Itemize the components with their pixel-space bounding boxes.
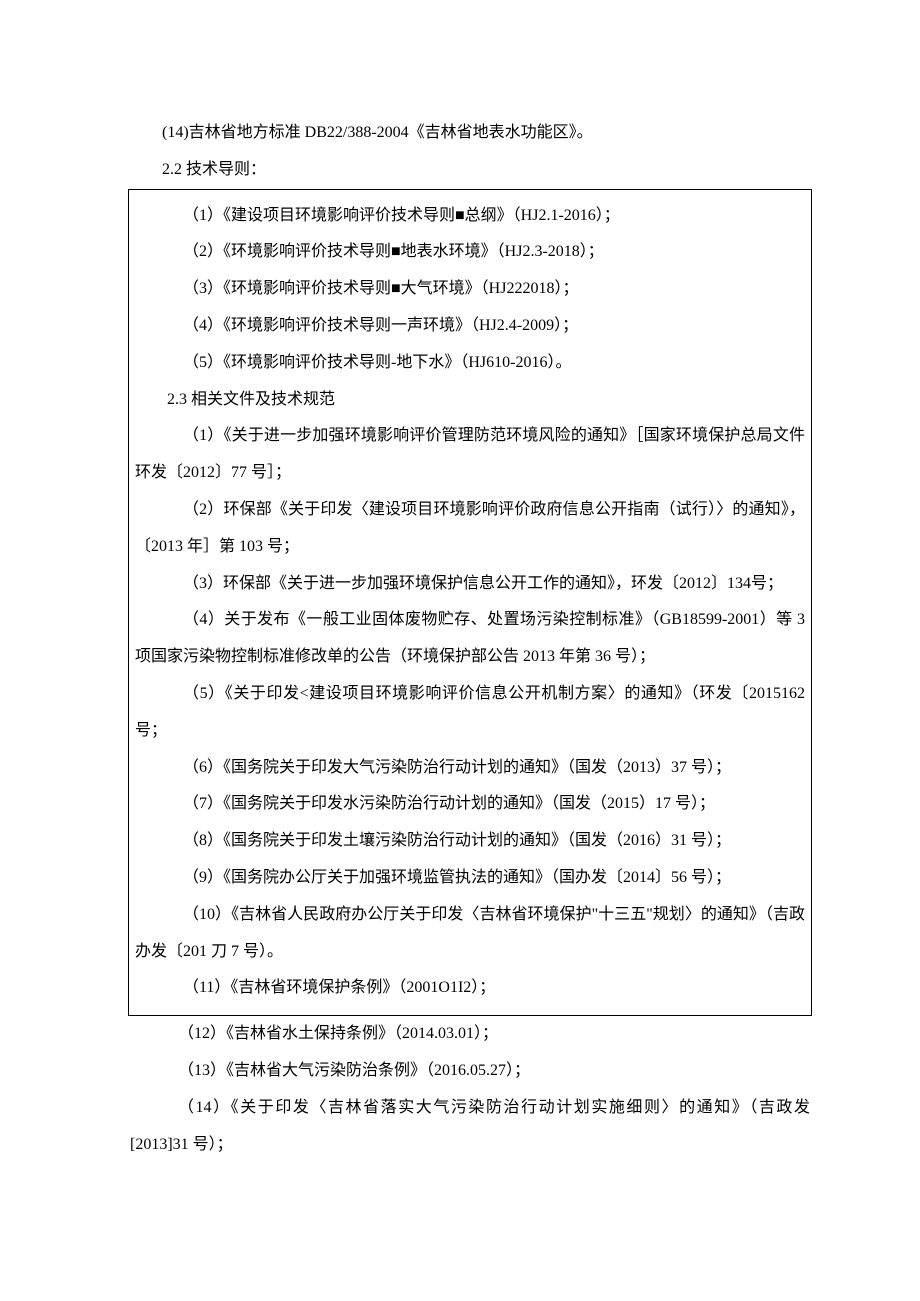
s22-item-2: （2）《环境影响评价技术导则■地表水环境》（HJ2.3-2018）； (129, 234, 811, 271)
s23-item-8: （8）《国务院关于印发土壤污染防治行动计划的通知》（国发（2016）31 号）； (129, 823, 811, 860)
s22-item-4: （4）《环境影响评价技术导则一声环境》（HJ2.4-2009）； (129, 308, 811, 345)
s23-item-9: （9）《国务院办公厅关于加强环境监管执法的通知》（国办发〔2014〕56 号）； (129, 860, 811, 897)
s22-item-1: （1）《建设项目环境影响评价技术导则■总纲》（HJ2.1-2016）； (129, 198, 811, 235)
section-2-3-title: 2.3 相关文件及技术规范 (129, 382, 811, 419)
s23-item-2: （2）环保部《关于印发〈建设项目环境影响评价政府信息公开指南（试行）〉的通知》，… (129, 492, 811, 566)
s23-item-11: （11）《吉林省环境保护条例》（2001O1I2）； (129, 970, 811, 1007)
s23-item-13: （13）《吉林省大气污染防治条例》（2016.05.27）； (130, 1053, 810, 1090)
s23-item-10: （10）《吉林省人民政府办公厅关于印发〈吉林省环境保护"十三五"规划〉的通知》（… (129, 897, 811, 971)
s23-item-14: （14）《关于印发〈吉林省落实大气污染防治行动计划实施细则〉的通知》（吉政发[2… (130, 1090, 810, 1164)
s23-item-5: （5）《关于印发<建设项目环境影响评价信息公开机制方案〉的通知》（环发〔2015… (129, 676, 811, 750)
s22-item-3: （3）《环境影响评价技术导则■大气环境》（HJ222018）； (129, 271, 811, 308)
s23-item-6: （6）《国务院关于印发大气污染防治行动计划的通知》（国发（2013）37 号）； (129, 750, 811, 787)
bordered-content-block: （1）《建设项目环境影响评价技术导则■总纲》（HJ2.1-2016）； （2）《… (128, 189, 812, 1017)
s23-item-3: （3）环保部《关于进一步加强环境保护信息公开工作的通知》，环发〔2012〕134… (129, 566, 811, 603)
s22-item-5: （5）《环境影响评价技术导则-地下水》（HJ610-2016）。 (129, 345, 811, 382)
s23-item-1: （1）《关于进一步加强环境影响评价管理防范环境风险的通知》［国家环境保护总局文件… (129, 418, 811, 492)
s23-item-12: （12）《吉林省水土保持条例》（2014.03.01）； (130, 1016, 810, 1053)
section-2-2-title: 2.2 技术导则： (130, 152, 810, 189)
s23-item-7: （7）《国务院关于印发水污染防治行动计划的通知》（国发（2015）17 号）； (129, 786, 811, 823)
s23-item-4: （4）关于发布《一般工业固体废物贮存、处置场污染控制标准》（GB18599-20… (129, 602, 811, 676)
intro-line: (14)吉林省地方标准 DB22/388-2004《吉林省地表水功能区》。 (130, 115, 810, 152)
